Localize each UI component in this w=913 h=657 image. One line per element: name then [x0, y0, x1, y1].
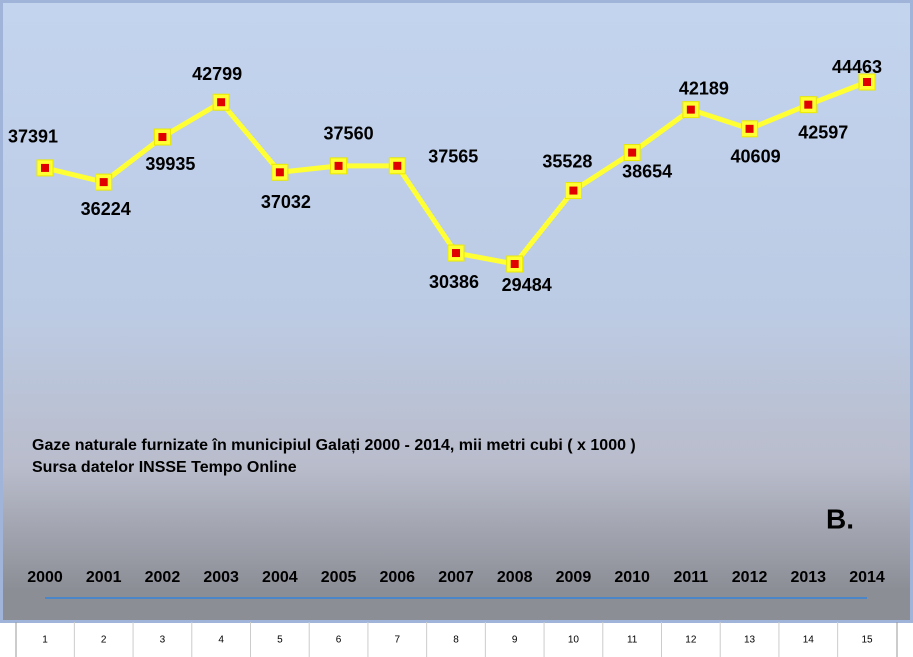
chart-title: Gaze naturale furnizate în municipiul Ga…	[32, 437, 636, 454]
x-tick-label: 2005	[321, 569, 357, 586]
marker-inner	[686, 105, 695, 114]
marker	[388, 157, 406, 175]
marker	[623, 144, 641, 162]
value-label: 44463	[832, 57, 882, 77]
index-label: 12	[685, 635, 697, 646]
index-label: 13	[744, 635, 756, 646]
marker	[271, 163, 289, 181]
marker	[95, 173, 113, 191]
x-tick-label: 2013	[790, 569, 826, 586]
annotation: B.	[826, 503, 854, 534]
x-tick-label: 2014	[849, 569, 885, 586]
marker	[799, 96, 817, 114]
index-label: 6	[336, 635, 342, 646]
marker-inner	[393, 161, 402, 170]
value-label: 37391	[8, 127, 58, 147]
index-label: 4	[218, 635, 224, 646]
marker-inner	[158, 133, 167, 142]
marker	[330, 157, 348, 175]
x-tick-label: 2011	[673, 569, 708, 586]
chart-subtitle: Sursa datelor INSSE Tempo Online	[32, 459, 297, 476]
marker	[36, 159, 54, 177]
index-label: 7	[395, 635, 401, 646]
marker	[506, 255, 524, 273]
index-label: 2	[101, 635, 107, 646]
x-tick-label: 2006	[379, 569, 415, 586]
marker	[741, 120, 759, 138]
marker	[564, 182, 582, 200]
index-label: 10	[568, 635, 580, 646]
index-label: 1	[42, 635, 48, 646]
value-label: 35528	[542, 151, 592, 171]
marker-inner	[569, 186, 578, 195]
marker-inner	[334, 161, 343, 170]
marker-inner	[217, 98, 226, 107]
value-label: 37560	[324, 124, 374, 144]
x-tick-label: 2003	[203, 569, 239, 586]
value-label: 36224	[81, 199, 131, 219]
value-label: 37032	[261, 192, 311, 212]
marker	[153, 128, 171, 146]
index-label: 8	[453, 635, 459, 646]
marker	[447, 244, 465, 262]
index-label: 3	[160, 635, 166, 646]
marker-inner	[863, 78, 871, 86]
x-tick-label: 2001	[86, 569, 122, 586]
value-label: 42189	[679, 78, 729, 98]
x-tick-label: 2008	[497, 569, 533, 586]
x-tick-label: 2012	[732, 569, 768, 586]
value-label: 42597	[798, 122, 848, 142]
value-label: 37565	[428, 147, 478, 167]
marker	[212, 93, 230, 111]
plot-area	[0, 0, 913, 623]
marker-inner	[452, 249, 460, 258]
marker-inner	[41, 163, 49, 172]
marker	[858, 73, 876, 91]
value-label: 30386	[429, 272, 479, 292]
x-tick-label: 2009	[556, 569, 592, 586]
marker-inner	[628, 148, 637, 157]
x-tick-label: 2004	[262, 569, 298, 586]
marker-inner	[275, 168, 284, 177]
marker-inner	[745, 124, 754, 133]
value-label: 40609	[731, 147, 781, 167]
index-label: 11	[627, 635, 638, 646]
value-label: 29484	[502, 275, 552, 295]
index-label: 5	[277, 635, 283, 646]
marker-inner	[510, 260, 519, 268]
x-tick-label: 2002	[145, 569, 181, 586]
value-label: 39935	[145, 154, 195, 174]
x-tick-label: 2000	[27, 569, 63, 586]
marker-inner	[99, 178, 108, 187]
marker-inner	[804, 100, 813, 109]
marker	[682, 101, 700, 119]
index-label: 15	[861, 635, 873, 646]
index-label: 9	[512, 635, 518, 646]
x-tick-label: 2007	[438, 569, 474, 586]
value-label: 42799	[192, 64, 242, 84]
value-label: 38654	[622, 161, 672, 181]
x-tick-label: 2010	[614, 569, 650, 586]
index-label: 14	[803, 635, 815, 646]
